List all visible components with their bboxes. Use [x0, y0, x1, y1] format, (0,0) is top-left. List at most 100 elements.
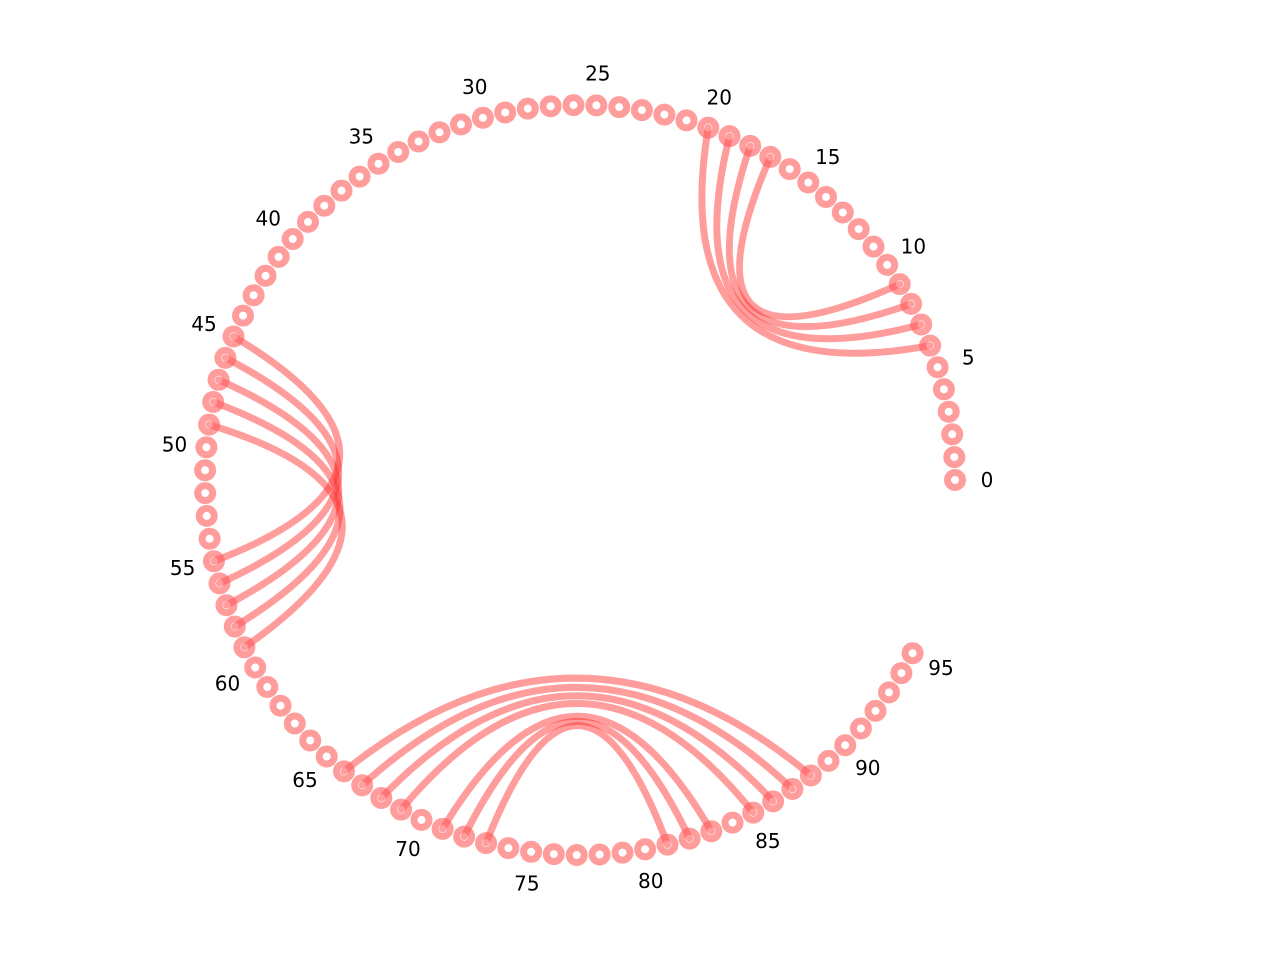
link-49-59	[205, 421, 346, 651]
node-52	[194, 482, 217, 505]
node-40	[281, 228, 304, 250]
node-78	[588, 843, 611, 866]
link-46-56	[216, 354, 343, 587]
node-14	[815, 186, 837, 208]
node-73	[475, 832, 498, 855]
node-7	[910, 313, 933, 336]
node-53	[195, 504, 218, 527]
node-95	[901, 642, 924, 665]
tick-label-90: 90	[855, 756, 880, 780]
node-32	[428, 121, 451, 144]
node-44	[232, 304, 254, 327]
node-46	[214, 346, 237, 369]
tick-label-15: 15	[815, 145, 840, 169]
node-17	[759, 145, 782, 168]
link-48-58	[209, 398, 344, 630]
node-23	[630, 99, 653, 122]
node-42	[254, 264, 277, 287]
node-0	[944, 469, 966, 491]
tick-label-25: 25	[585, 61, 610, 85]
tick-label-0: 0	[981, 468, 994, 492]
link-8-18	[725, 142, 915, 330]
node-47	[207, 368, 230, 391]
node-30	[471, 106, 494, 129]
link-71-83	[439, 712, 715, 835]
node-81	[656, 833, 679, 856]
link-72-82	[460, 718, 694, 843]
node-89	[817, 749, 840, 772]
node-87	[781, 778, 804, 800]
tick-label-65: 65	[292, 768, 317, 792]
tick-label-40: 40	[255, 206, 280, 230]
node-1	[943, 446, 966, 469]
node-28	[516, 97, 539, 120]
link-45-55	[210, 333, 344, 565]
node-37	[330, 179, 353, 202]
node-74	[497, 837, 520, 860]
node-83	[700, 820, 723, 843]
tick-label-20: 20	[706, 86, 731, 110]
tick-label-45: 45	[191, 312, 216, 336]
tick-label-70: 70	[395, 837, 420, 861]
node-59	[233, 636, 256, 659]
node-50	[195, 436, 218, 459]
node-77	[565, 844, 588, 866]
link-68-86	[377, 692, 777, 805]
node-38	[313, 194, 336, 217]
node-55	[202, 550, 225, 573]
tick-label-50: 50	[162, 433, 187, 457]
tick-label-35: 35	[349, 125, 374, 149]
node-4	[932, 378, 955, 401]
node-84	[721, 811, 744, 834]
node-33	[407, 130, 430, 153]
node-39	[297, 210, 319, 233]
node-15	[797, 171, 820, 194]
node-68	[370, 787, 393, 809]
node-88	[799, 764, 822, 787]
node-21	[675, 109, 698, 132]
node-80	[634, 838, 657, 861]
tick-label-80: 80	[638, 869, 663, 893]
node-35	[367, 152, 390, 175]
link-47-57	[215, 376, 343, 609]
node-94	[890, 662, 913, 685]
node-36	[348, 165, 371, 188]
node-25	[585, 94, 608, 117]
node-79	[611, 841, 634, 864]
node-63	[283, 712, 306, 735]
link-67-87	[358, 683, 796, 793]
node-75	[520, 840, 543, 863]
node-66	[333, 760, 355, 783]
tick-label-10: 10	[901, 235, 926, 259]
node-92	[864, 699, 887, 722]
node-16	[778, 158, 801, 181]
node-51	[194, 459, 217, 482]
node-90	[834, 734, 857, 757]
node-82	[678, 827, 701, 850]
tick-label-5: 5	[962, 346, 975, 370]
node-65	[315, 745, 338, 768]
links-group	[205, 124, 934, 849]
node-91	[849, 717, 872, 740]
node-29	[494, 101, 517, 124]
node-60	[244, 656, 267, 679]
node-22	[653, 103, 676, 126]
node-45	[222, 325, 245, 348]
node-56	[208, 572, 231, 595]
node-93	[878, 681, 900, 704]
node-9	[888, 273, 911, 296]
node-43	[242, 284, 265, 307]
link-73-81	[482, 722, 671, 849]
node-27	[539, 95, 562, 118]
node-34	[387, 141, 410, 163]
node-67	[351, 774, 374, 797]
node-11	[862, 235, 885, 258]
link-6-20	[698, 124, 934, 357]
node-31	[450, 113, 472, 136]
node-13	[831, 201, 854, 224]
node-24	[608, 96, 631, 119]
node-2	[941, 423, 964, 446]
node-62	[269, 694, 292, 717]
node-70	[410, 808, 433, 831]
